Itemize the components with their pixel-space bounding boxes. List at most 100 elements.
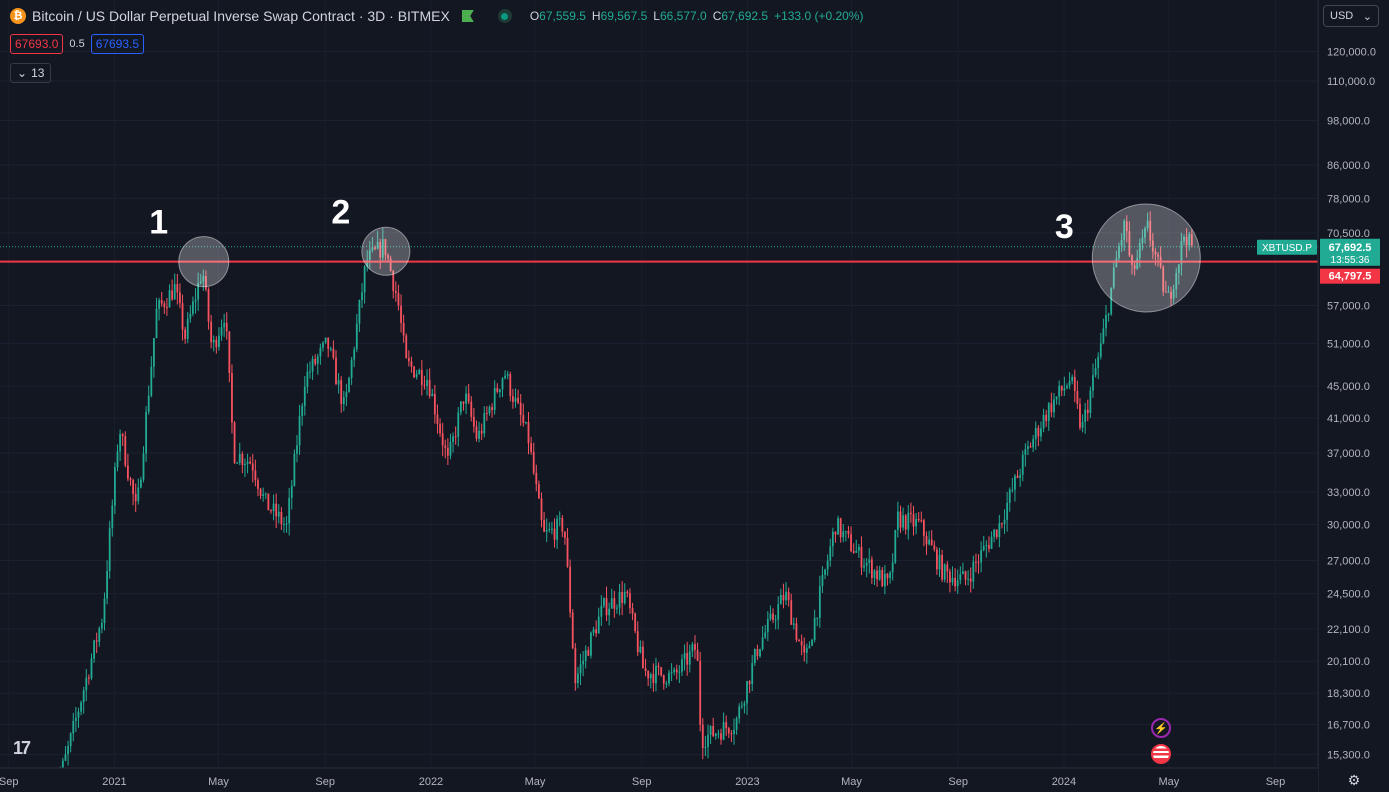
time-tick-label: 2024: [1052, 776, 1076, 788]
candle-body: [1094, 368, 1097, 376]
candle-body: [350, 359, 353, 378]
candle-body: [964, 571, 967, 580]
candle-body: [678, 671, 681, 673]
candle-body: [764, 632, 767, 638]
market-status-icon[interactable]: [497, 9, 512, 23]
candle-body: [553, 528, 556, 540]
candle-body: [340, 380, 343, 405]
buy-button[interactable]: 67693.5: [90, 34, 145, 54]
candle-body: [384, 239, 387, 256]
bid-ask-panel: 67693.0 0.5 67693.5: [10, 34, 145, 54]
candle-body: [93, 640, 95, 659]
candle-body: [74, 717, 77, 721]
candle-body: [353, 349, 356, 360]
candle-body: [355, 323, 358, 350]
candle-body: [129, 478, 132, 481]
candle-body: [126, 465, 129, 479]
candle-body: [644, 668, 647, 672]
candle-body: [673, 669, 676, 672]
candle-body: [1029, 446, 1032, 448]
candle-body: [288, 497, 291, 524]
candle-body: [639, 646, 642, 653]
candle-body: [1003, 519, 1006, 524]
candle-body: [389, 258, 392, 271]
candle-body: [631, 608, 634, 614]
candle-body: [894, 530, 897, 563]
candle-body: [665, 683, 668, 685]
candle-body: [787, 591, 790, 601]
flag-icon[interactable]: [461, 10, 474, 22]
price-tick-label: 18,300.0: [1327, 688, 1370, 700]
candlesticks[interactable]: [52, 211, 1193, 792]
price-tick-label: 15,300.0: [1327, 749, 1370, 761]
bitcoin-icon: ₿: [10, 8, 26, 24]
candle-body: [85, 677, 88, 691]
candle-body: [889, 572, 891, 579]
candle-body: [205, 276, 207, 290]
candle-body: [865, 562, 868, 566]
candle-body: [863, 565, 865, 568]
candle-body: [613, 598, 616, 609]
indicators-toggle[interactable]: ⌄ 13: [10, 63, 52, 83]
candle-body: [998, 523, 1001, 538]
candle-body: [257, 480, 259, 489]
candle-body: [995, 529, 998, 538]
ohlc-values: O67,559.5 H69,567.5 L66,577.0 C67,692.5 …: [530, 9, 864, 23]
candle-body: [462, 401, 465, 404]
candle-body: [834, 531, 837, 535]
candle-body: [543, 519, 546, 532]
candle-body: [1034, 427, 1037, 440]
candle-body: [306, 371, 309, 387]
time-tick-label: Sep: [632, 776, 652, 788]
currency-select[interactable]: USD ⌄: [1323, 5, 1379, 27]
time-axis[interactable]: Sep 2021 May Sep 2022 May Sep 2023 May Sep 2024 May…: [0, 767, 1318, 792]
candle-body: [413, 366, 415, 378]
candle-body: [1071, 376, 1074, 382]
candle-body: [397, 292, 400, 306]
candle-body: [946, 564, 949, 572]
candle-body: [603, 598, 605, 606]
candle-body: [860, 546, 863, 568]
time-tick-label: 2023: [735, 776, 759, 788]
ohlc-close-value: 67,692.5: [721, 9, 769, 23]
candle-body: [275, 503, 278, 517]
price-tick-label: 57,000.0: [1327, 300, 1370, 312]
symbol-title[interactable]: Bitcoin / US Dollar Perpetual Inverse Sw…: [32, 8, 450, 24]
time-axis-bg: [0, 768, 1318, 792]
candle-body: [1131, 255, 1133, 265]
candle-body: [485, 412, 488, 414]
sell-button[interactable]: 67693.0: [10, 34, 64, 54]
candle-body: [262, 494, 265, 496]
candle-body: [730, 733, 733, 735]
candle-body: [147, 395, 150, 412]
candle-body: [642, 646, 644, 669]
us-flag-icon[interactable]: [1151, 744, 1171, 764]
price-axis[interactable]: 120,000.0 110,000.0 98,000.0 86,000.0 78,000…: [1257, 0, 1389, 792]
gear-icon[interactable]: ⚙: [1347, 772, 1361, 788]
candle-body: [883, 573, 886, 587]
candle-body: [244, 464, 246, 466]
candle-body: [1047, 403, 1050, 421]
tradingview-logo-icon[interactable]: 17: [13, 738, 31, 758]
candle-body: [933, 545, 936, 550]
candle-body: [753, 649, 756, 664]
candle-body: [179, 292, 181, 304]
candle-body: [907, 512, 910, 530]
candle-body: [410, 361, 413, 367]
candle-body: [400, 305, 402, 324]
ohlc-low-value: 66,577.0: [659, 9, 707, 23]
candle-body: [90, 658, 93, 678]
candle-body: [727, 728, 730, 734]
candle-body: [1107, 314, 1110, 316]
candle-body: [941, 554, 944, 580]
lightning-icon[interactable]: ⚡: [1151, 718, 1171, 738]
candle-body: [782, 594, 785, 601]
candle-body: [1151, 240, 1154, 252]
candle-body: [452, 436, 454, 442]
resistance-label: 64,797.5: [1329, 271, 1372, 283]
candle-body: [938, 554, 941, 570]
candle-body: [509, 374, 512, 397]
price-tick-label: 33,000.0: [1327, 487, 1370, 499]
candle-body: [870, 559, 873, 578]
